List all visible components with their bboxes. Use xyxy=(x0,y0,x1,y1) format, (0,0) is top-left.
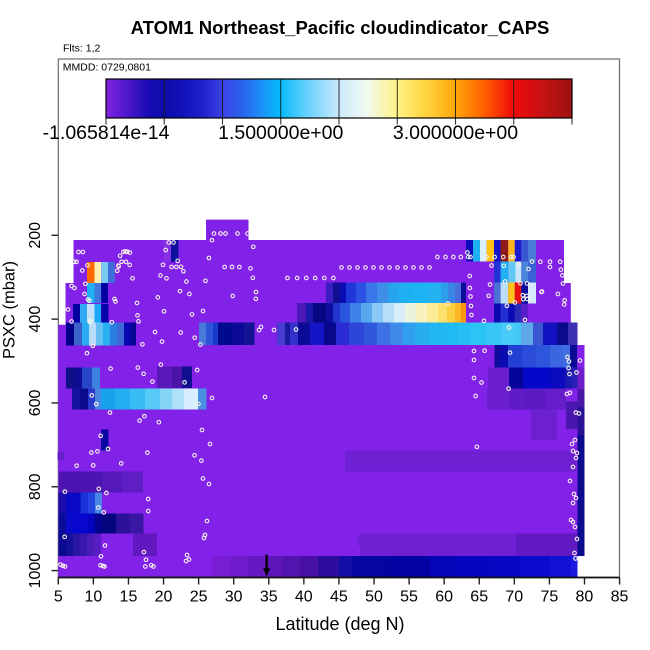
svg-text:60: 60 xyxy=(435,589,453,606)
svg-text:-1.065814e-14: -1.065814e-14 xyxy=(43,122,170,144)
svg-text:400: 400 xyxy=(27,306,44,333)
svg-text:15: 15 xyxy=(120,589,138,606)
svg-text:MMDD: 0729,0801: MMDD: 0729,0801 xyxy=(63,62,151,74)
svg-text:5: 5 xyxy=(54,589,63,606)
svg-text:20: 20 xyxy=(155,589,173,606)
svg-text:75: 75 xyxy=(540,589,558,606)
svg-text:1.500000e+00: 1.500000e+00 xyxy=(218,122,343,144)
svg-text:PSXC (mbar): PSXC (mbar) xyxy=(1,261,19,359)
svg-text:Latitude (deg N): Latitude (deg N) xyxy=(275,614,404,634)
svg-text:35: 35 xyxy=(260,589,278,606)
svg-text:10: 10 xyxy=(84,589,102,606)
svg-text:800: 800 xyxy=(27,473,44,500)
svg-text:40: 40 xyxy=(295,589,313,606)
svg-text:3.000000e+00: 3.000000e+00 xyxy=(393,122,518,144)
svg-text:55: 55 xyxy=(400,589,418,606)
svg-text:Flts: 1,2: Flts: 1,2 xyxy=(63,43,101,55)
svg-text:85: 85 xyxy=(611,589,629,606)
svg-text:600: 600 xyxy=(27,390,44,417)
svg-text:80: 80 xyxy=(576,589,594,606)
svg-text:25: 25 xyxy=(190,589,208,606)
svg-text:50: 50 xyxy=(365,589,383,606)
svg-text:ATOM1 Northeast_Pacific cloudi: ATOM1 Northeast_Pacific cloudindicator_C… xyxy=(131,17,550,38)
svg-text:30: 30 xyxy=(225,589,243,606)
svg-text:200: 200 xyxy=(27,222,44,249)
svg-text:45: 45 xyxy=(330,589,348,606)
svg-text:70: 70 xyxy=(505,589,523,606)
svg-text:1000: 1000 xyxy=(27,553,44,589)
svg-text:65: 65 xyxy=(470,589,488,606)
